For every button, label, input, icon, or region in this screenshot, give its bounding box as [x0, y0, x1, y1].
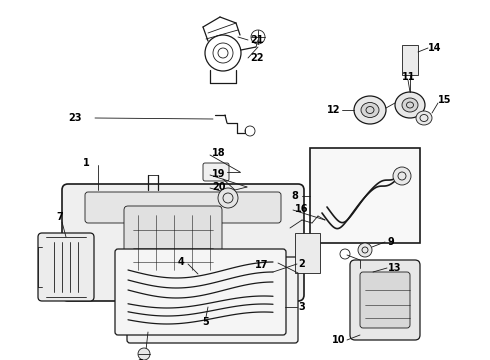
Text: 5: 5	[202, 317, 209, 327]
Text: 10: 10	[332, 335, 345, 345]
FancyBboxPatch shape	[350, 260, 420, 340]
FancyBboxPatch shape	[85, 192, 281, 223]
Text: 22: 22	[250, 53, 264, 63]
Text: 14: 14	[428, 43, 441, 53]
Text: 20: 20	[212, 182, 225, 192]
Text: 23: 23	[69, 113, 82, 123]
Text: 17: 17	[254, 260, 268, 270]
Bar	[402, 45, 418, 75]
Text: 8: 8	[291, 191, 298, 201]
Circle shape	[218, 188, 238, 208]
Ellipse shape	[361, 103, 379, 117]
Text: 4: 4	[178, 257, 185, 267]
Text: 11: 11	[402, 72, 416, 82]
FancyBboxPatch shape	[38, 233, 94, 301]
Text: 2: 2	[298, 259, 305, 269]
Ellipse shape	[395, 92, 425, 118]
Bar	[310, 148, 420, 243]
Circle shape	[138, 348, 150, 360]
Text: 16: 16	[295, 204, 309, 214]
FancyBboxPatch shape	[127, 257, 298, 343]
FancyBboxPatch shape	[62, 184, 304, 301]
Text: 15: 15	[438, 95, 451, 105]
Text: 19: 19	[212, 169, 225, 179]
Text: 3: 3	[298, 302, 305, 312]
Text: 6: 6	[137, 359, 144, 360]
Text: 21: 21	[250, 35, 264, 45]
FancyBboxPatch shape	[115, 249, 286, 335]
Circle shape	[358, 243, 372, 257]
Circle shape	[393, 167, 411, 185]
Ellipse shape	[402, 98, 418, 112]
Text: 1: 1	[83, 158, 90, 168]
Text: 18: 18	[212, 148, 225, 158]
Text: 13: 13	[388, 263, 401, 273]
Bar	[295, 233, 320, 273]
Text: 12: 12	[326, 105, 340, 115]
Text: 7: 7	[56, 212, 63, 222]
Ellipse shape	[416, 111, 432, 125]
FancyBboxPatch shape	[360, 272, 410, 328]
Ellipse shape	[354, 96, 386, 124]
FancyBboxPatch shape	[124, 206, 222, 279]
FancyBboxPatch shape	[203, 163, 229, 181]
Text: 9: 9	[387, 237, 394, 247]
